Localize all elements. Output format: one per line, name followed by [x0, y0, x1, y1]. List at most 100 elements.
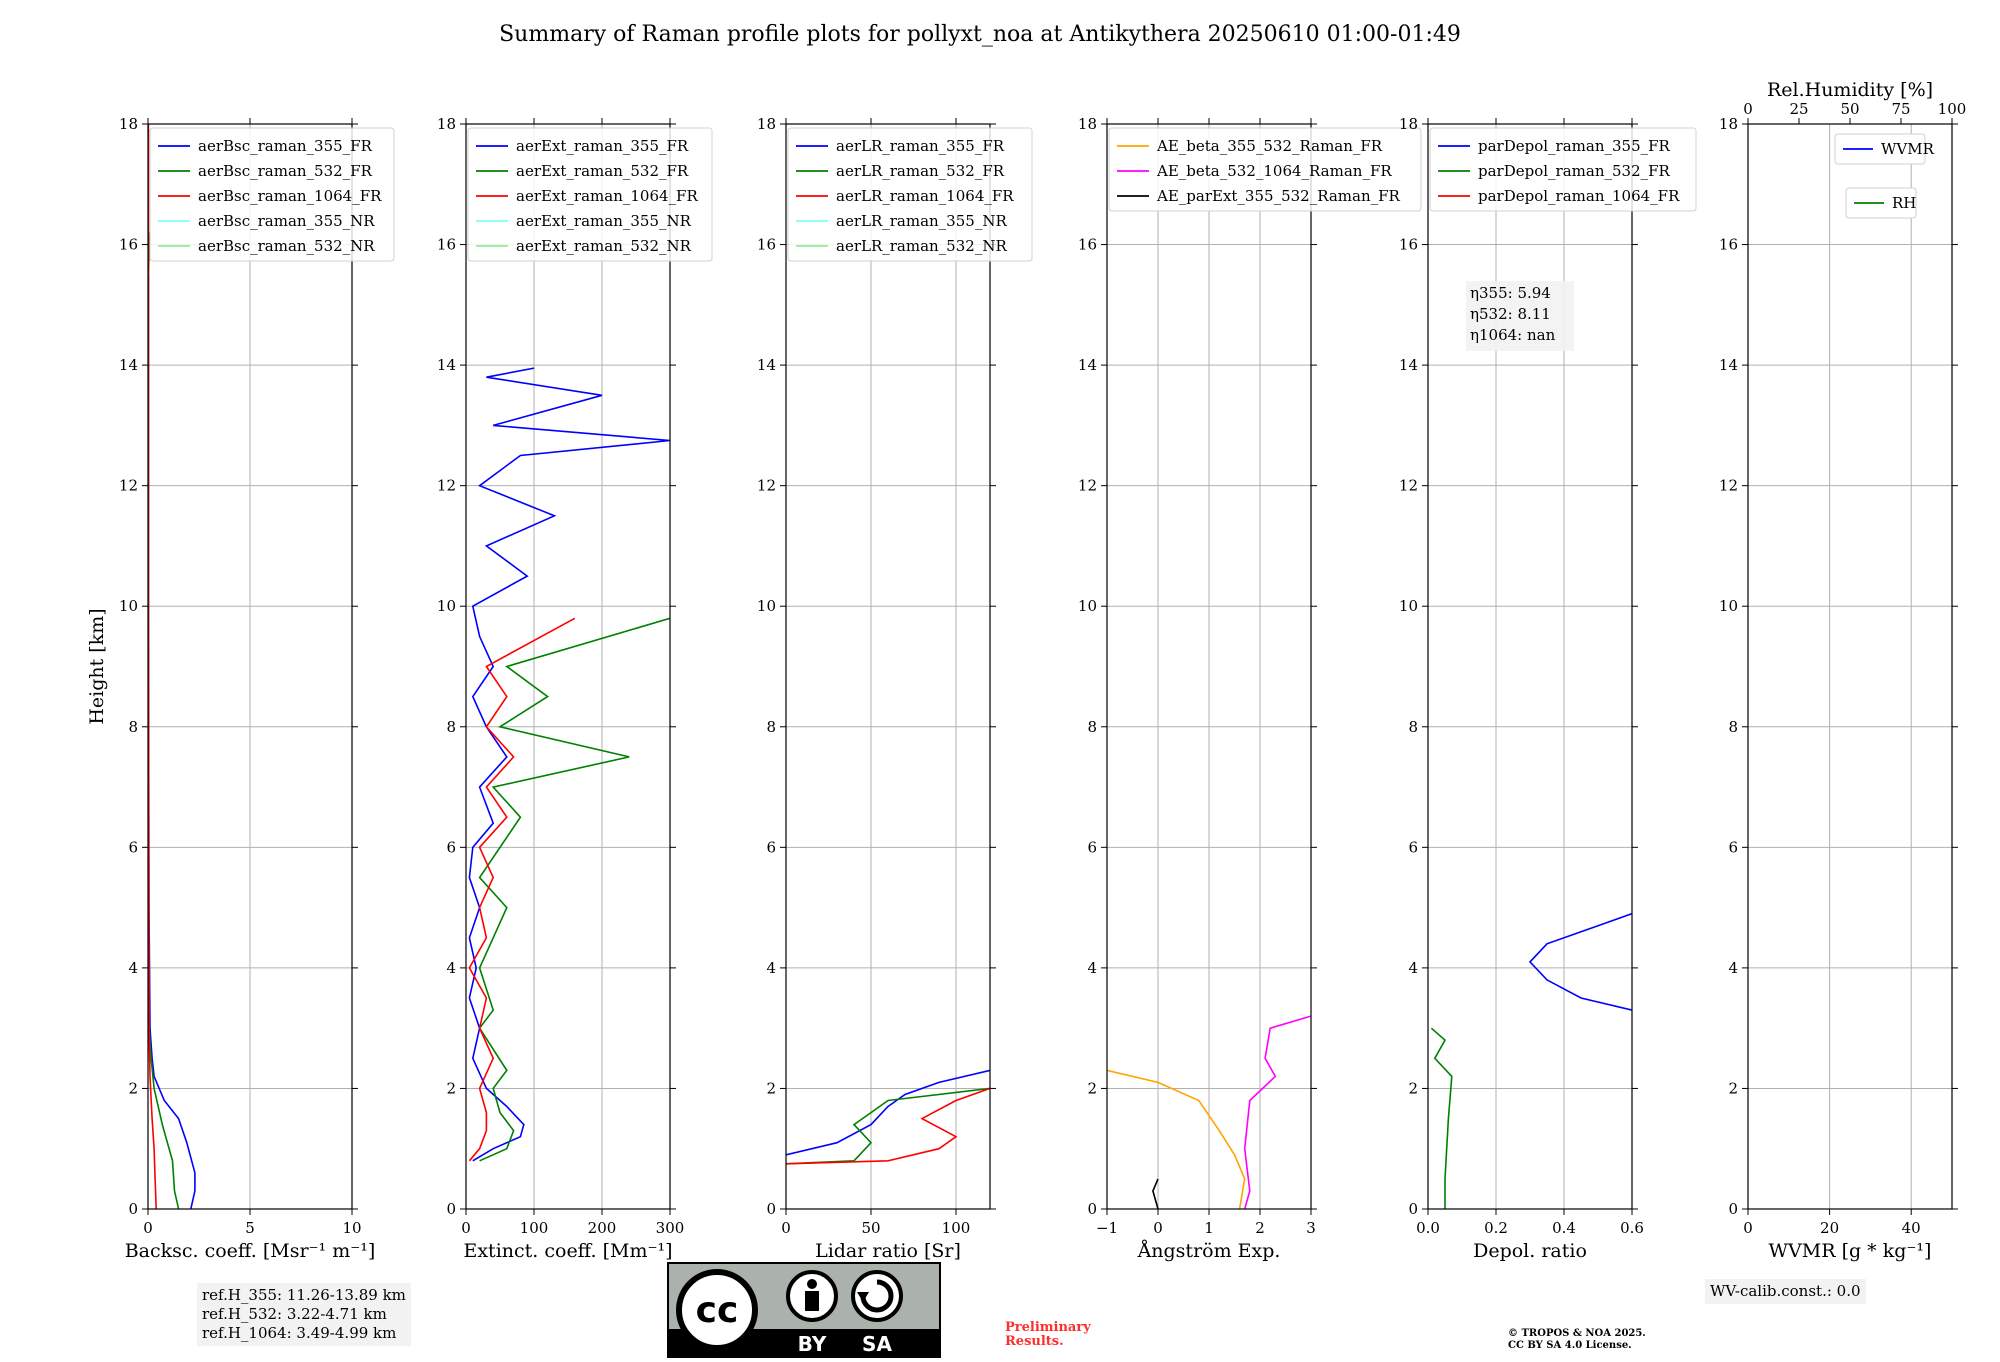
xtick-label-0.2: 0.2	[1484, 1219, 1508, 1237]
ytick-label-12: 12	[1078, 477, 1097, 495]
eta-value-3: η1064: nan	[1470, 326, 1556, 344]
ytick-label-10: 10	[1078, 597, 1097, 615]
series-line-3-2	[786, 1087, 990, 1165]
preliminary-line-2: Results.	[1005, 1334, 1064, 1349]
by-badge-text: BY	[798, 1332, 827, 1356]
ytick-label-0: 0	[446, 1200, 456, 1218]
legend-label-6-1: WVMR	[1881, 140, 1935, 158]
legend-label-2-5: aerExt_raman_532_NR	[516, 237, 692, 255]
series-line-3-3	[786, 1087, 990, 1165]
legend-label-1-4: aerBsc_raman_355_NR	[198, 212, 375, 230]
ytick-label-18: 18	[1399, 115, 1418, 133]
series-line-5-2	[1430, 1027, 1453, 1209]
legend-box-5	[1429, 127, 1697, 212]
ytick-label-16: 16	[437, 236, 456, 254]
eta-value-2: η532: 8.11	[1470, 305, 1551, 323]
xlabel-2: Extinct. coeff. [Mm⁻¹]	[463, 1240, 672, 1262]
ytick-label-12: 12	[119, 477, 138, 495]
x2tick-label-75: 75	[1891, 100, 1910, 118]
series-line-4-1	[1107, 1069, 1246, 1209]
ytick-label-10: 10	[119, 597, 138, 615]
ytick-label-4: 4	[766, 959, 776, 977]
ytick-label-6: 6	[1087, 838, 1097, 856]
legend-box-4	[1108, 127, 1422, 212]
wv-calib-box: WV-calib.const.: 0.0	[1705, 1279, 1866, 1304]
ytick-label-8: 8	[1087, 718, 1097, 736]
legend-label-3-1: aerLR_raman_355_FR	[836, 137, 1005, 155]
legend-box-6-1	[1834, 133, 1926, 165]
legend-label-1-2: aerBsc_raman_532_FR	[198, 162, 373, 180]
axes-frame-5	[1427, 123, 1633, 1210]
cc-license-badge: cc BY SA	[667, 1262, 941, 1362]
legend-label-2-2: aerExt_raman_532_FR	[516, 162, 689, 180]
xlabel-5: Depol. ratio	[1473, 1240, 1587, 1262]
xlabel-3: Lidar ratio [Sr]	[815, 1240, 961, 1262]
ytick-label-12: 12	[1399, 477, 1418, 495]
legend-label-2-3: aerExt_raman_1064_FR	[516, 187, 698, 205]
ytick-label-2: 2	[1728, 1079, 1738, 1097]
legend-label-3-5: aerLR_raman_532_NR	[836, 237, 1007, 255]
legend-label-1-3: aerBsc_raman_1064_FR	[198, 187, 382, 205]
legend-label-3-2: aerLR_raman_532_FR	[836, 162, 1005, 180]
eta-box	[1466, 281, 1574, 351]
xtick-label-0.6: 0.6	[1620, 1219, 1644, 1237]
copyright-note: © TROPOS & NOA 2025. CC BY SA 4.0 Licens…	[1508, 1328, 1708, 1352]
ref-height-532: ref.H_532: 3.22-4.71 km	[202, 1305, 387, 1323]
ytick-label-6: 6	[128, 838, 138, 856]
series-line-2-1	[468, 367, 670, 1162]
legend-box-1	[149, 127, 395, 262]
ytick-label-16: 16	[119, 236, 138, 254]
ytick-label-18: 18	[1078, 115, 1097, 133]
xtick-label-0: 0	[143, 1219, 153, 1237]
x2label: Rel.Humidity [%]	[1767, 79, 1933, 101]
cc-badge-text: cc	[696, 1290, 739, 1331]
xtick-label-0: 0	[1743, 1219, 1753, 1237]
legend-2: aerExt_raman_355_FR aerExt_raman_532_FRae…	[467, 127, 713, 262]
panel-3: 0 50 100 0 2 4 6 8 10 12 14 16 18 Lidar ratio [Sr] aer…	[757, 115, 1033, 1262]
ytick-label-10: 10	[1719, 597, 1738, 615]
xtick-label-20: 20	[1820, 1219, 1839, 1237]
series-line-5-1	[1528, 912, 1632, 1011]
ref-heights-box: ref.H_355: 11.26-13.89 km ref.H_532: 3.2…	[197, 1283, 411, 1346]
x2tick-label-0: 0	[1743, 100, 1753, 118]
panel-5: 0.0 0.2 0.4 0.6 0 2 4 6 8 10 12 14 16 18 Depol. ratio p…	[1399, 115, 1697, 1262]
legend-label-3-3: aerLR_raman_1064_FR	[836, 187, 1014, 205]
figure-title: Summary of Raman profile plots for polly…	[499, 22, 1461, 47]
ytick-label-0: 0	[1728, 1200, 1738, 1218]
ytick-label-14: 14	[1078, 356, 1097, 374]
preliminary-line-1: Preliminary	[1005, 1320, 1091, 1335]
ytick-label-10: 10	[1399, 597, 1418, 615]
panel-6: 0 20 40 0 2 4 6 8 10 12 14 16 18 WVMR [g * kg⁻¹] 0 25 50…	[1719, 79, 1966, 1262]
preliminary-note: Preliminary Results.	[1005, 1321, 1125, 1349]
ytick-label-8: 8	[1408, 718, 1418, 736]
ytick-label-6: 6	[446, 838, 456, 856]
eta-annotation: η355: 5.94 η532: 8.11 η1064: nan	[1466, 281, 1574, 351]
sa-badge-text: SA	[862, 1332, 892, 1356]
xtick-label--1: −1	[1096, 1219, 1118, 1237]
x2tick-label-50: 50	[1840, 100, 1859, 118]
x2tick-label-100: 100	[1938, 100, 1967, 118]
xtick-label-0: 0.0	[1416, 1219, 1440, 1237]
ytick-label-0: 0	[766, 1200, 776, 1218]
ytick-label-12: 12	[757, 477, 776, 495]
xlabel-6: WVMR [g * kg⁻¹]	[1769, 1240, 1932, 1262]
copyright-line-2: CC BY SA 4.0 License.	[1508, 1340, 1632, 1351]
ytick-label-10: 10	[757, 597, 776, 615]
legend-box-3	[787, 127, 1033, 262]
ytick-label-4: 4	[1728, 959, 1738, 977]
legend-label-2-4: aerExt_raman_355_NR	[516, 212, 692, 230]
xtick-label-100: 100	[520, 1219, 549, 1237]
xtick-label-0: 0	[781, 1219, 791, 1237]
xtick-label-3: 3	[1306, 1219, 1316, 1237]
ytick-label-16: 16	[757, 236, 776, 254]
wv-calib-text: WV-calib.const.: 0.0	[1710, 1282, 1861, 1300]
series-line-2-2	[478, 617, 670, 1162]
ytick-label-6: 6	[1408, 838, 1418, 856]
ytick-label-8: 8	[128, 718, 138, 736]
panel-2: 0 100 200 300 0 2 4 6 8 10 12 14 16 18 Extinct. coeff.…	[437, 115, 713, 1262]
ytick-label-14: 14	[757, 356, 776, 374]
ytick-label-4: 4	[446, 959, 456, 977]
ytick-label-12: 12	[1719, 477, 1738, 495]
